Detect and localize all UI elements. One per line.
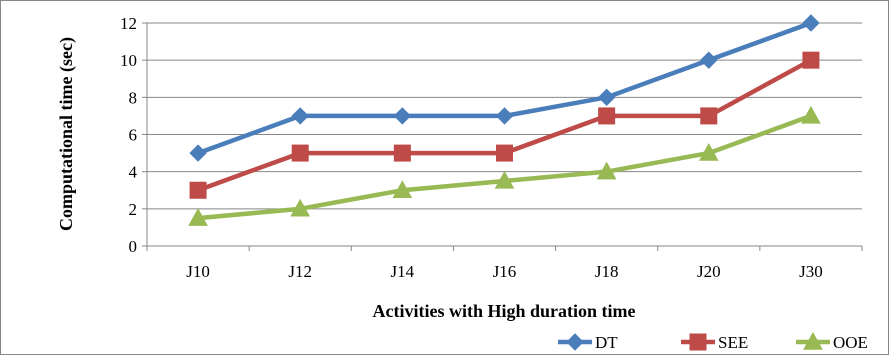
y-tick-label: 10 <box>120 51 137 70</box>
data-point-see <box>291 144 309 162</box>
data-point-ooe <box>290 198 311 217</box>
data-point-ooe <box>392 180 413 198</box>
data-point-see <box>802 51 820 69</box>
x-tick-label: J10 <box>186 262 210 281</box>
gridlines <box>147 22 862 210</box>
data-point-dt <box>189 144 207 162</box>
data-point-see <box>700 107 718 125</box>
x-tick-label: J30 <box>799 262 823 281</box>
y-tick-label: 8 <box>129 88 138 107</box>
legend-item-dt: DT <box>558 333 618 352</box>
y-tick-label: 12 <box>120 14 137 33</box>
x-tick-label: J18 <box>595 262 619 281</box>
data-point-dt <box>495 107 514 125</box>
data-point-dt <box>700 51 718 69</box>
data-point-dt <box>291 107 309 125</box>
series-dt <box>189 14 820 162</box>
data-point-see <box>393 144 411 162</box>
axes <box>142 22 863 251</box>
legend: DT SEE OOE <box>558 331 868 352</box>
legend-label-see: SEE <box>718 333 748 352</box>
legend-marker-dt <box>566 333 584 351</box>
data-point-dt <box>802 14 820 32</box>
legend-marker-ooe <box>803 331 823 350</box>
legend-item-see: SEE <box>681 333 748 352</box>
y-tick-label: 2 <box>129 200 138 219</box>
series-see <box>189 51 820 199</box>
data-point-ooe <box>494 170 515 189</box>
series-ooe <box>188 105 821 226</box>
data-point-ooe <box>596 161 617 180</box>
data-point-see <box>189 181 207 199</box>
data-point-ooe <box>801 105 821 124</box>
legend-item-ooe: OOE <box>796 331 868 352</box>
data-point-ooe <box>698 143 719 161</box>
data-point-dt <box>597 88 616 107</box>
data-point-see <box>598 107 616 125</box>
data-point-ooe <box>188 208 208 226</box>
x-tick-label: J20 <box>697 262 721 281</box>
y-tick-label: 4 <box>129 163 138 182</box>
y-tick-label: 6 <box>129 126 138 145</box>
legend-label-ooe: OOE <box>833 333 868 352</box>
x-tick-label: J16 <box>493 262 517 281</box>
series-layer <box>188 14 821 226</box>
legend-marker-see <box>689 333 707 351</box>
x-tick-label: J12 <box>288 262 312 281</box>
x-axis-title: Activities with High duration time <box>373 301 636 321</box>
tick-labels: 0 2 4 6 8 10 12 J10 J12 J14 J16 J18 J20 J30 <box>120 14 823 281</box>
legend-label-dt: DT <box>595 333 618 352</box>
x-tick-label: J14 <box>391 262 415 281</box>
y-axis-title: Computational time (sec) <box>56 37 77 231</box>
data-point-dt <box>393 107 412 125</box>
data-point-see <box>496 144 513 162</box>
y-tick-label: 0 <box>129 237 138 256</box>
